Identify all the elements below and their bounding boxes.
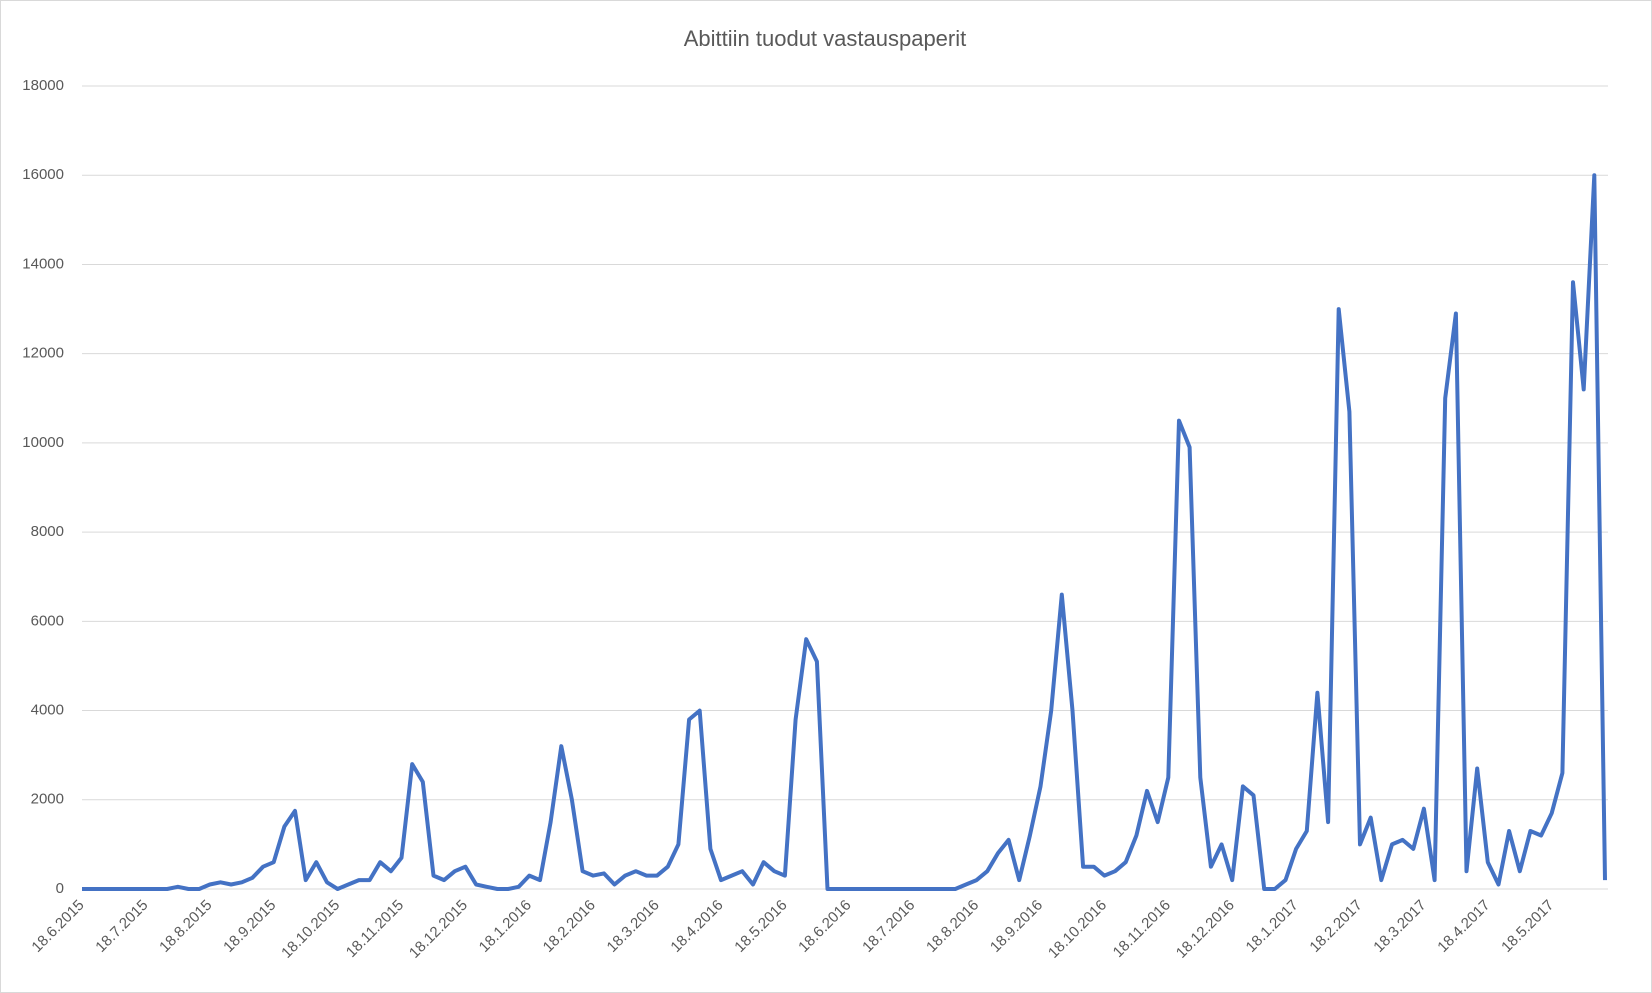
y-tick-label: 6000: [31, 612, 64, 629]
y-tick-label: 2000: [31, 791, 64, 808]
y-tick-label: 18000: [22, 77, 64, 94]
y-tick-label: 12000: [22, 345, 64, 362]
y-tick-label: 4000: [31, 702, 64, 719]
y-tick-label: 0: [56, 880, 64, 897]
chart-title: Abittiin tuodut vastauspaperit: [684, 26, 967, 51]
y-tick-label: 8000: [31, 523, 64, 540]
y-tick-label: 16000: [22, 166, 64, 183]
y-tick-label: 14000: [22, 255, 64, 272]
data-line: [82, 173, 1607, 891]
y-tick-label: 10000: [22, 434, 64, 451]
